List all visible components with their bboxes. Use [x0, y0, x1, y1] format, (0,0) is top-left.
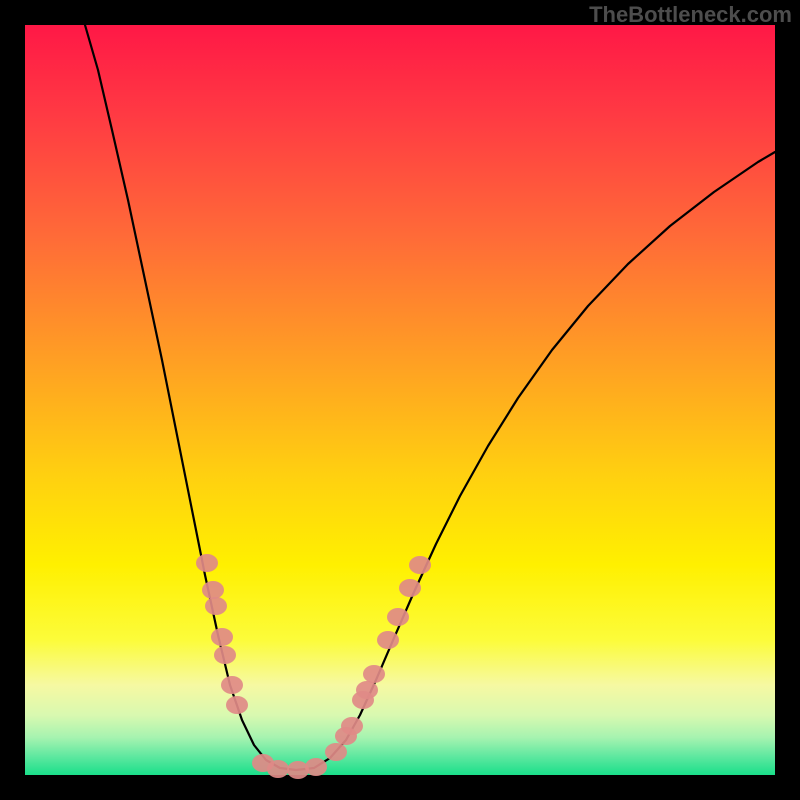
data-marker — [214, 646, 236, 664]
data-marker — [387, 608, 409, 626]
data-marker — [409, 556, 431, 574]
data-marker — [202, 581, 224, 599]
chart-background — [25, 25, 775, 775]
data-marker — [211, 628, 233, 646]
data-marker — [267, 760, 289, 778]
data-marker — [399, 579, 421, 597]
data-marker — [325, 743, 347, 761]
data-marker — [221, 676, 243, 694]
watermark-text: TheBottleneck.com — [589, 2, 792, 28]
data-marker — [341, 717, 363, 735]
data-marker — [305, 758, 327, 776]
data-marker — [377, 631, 399, 649]
data-marker — [363, 665, 385, 683]
bottleneck-chart-svg — [0, 0, 800, 800]
data-marker — [226, 696, 248, 714]
chart-frame: TheBottleneck.com — [0, 0, 800, 800]
data-marker — [205, 597, 227, 615]
data-marker — [356, 681, 378, 699]
data-marker — [196, 554, 218, 572]
